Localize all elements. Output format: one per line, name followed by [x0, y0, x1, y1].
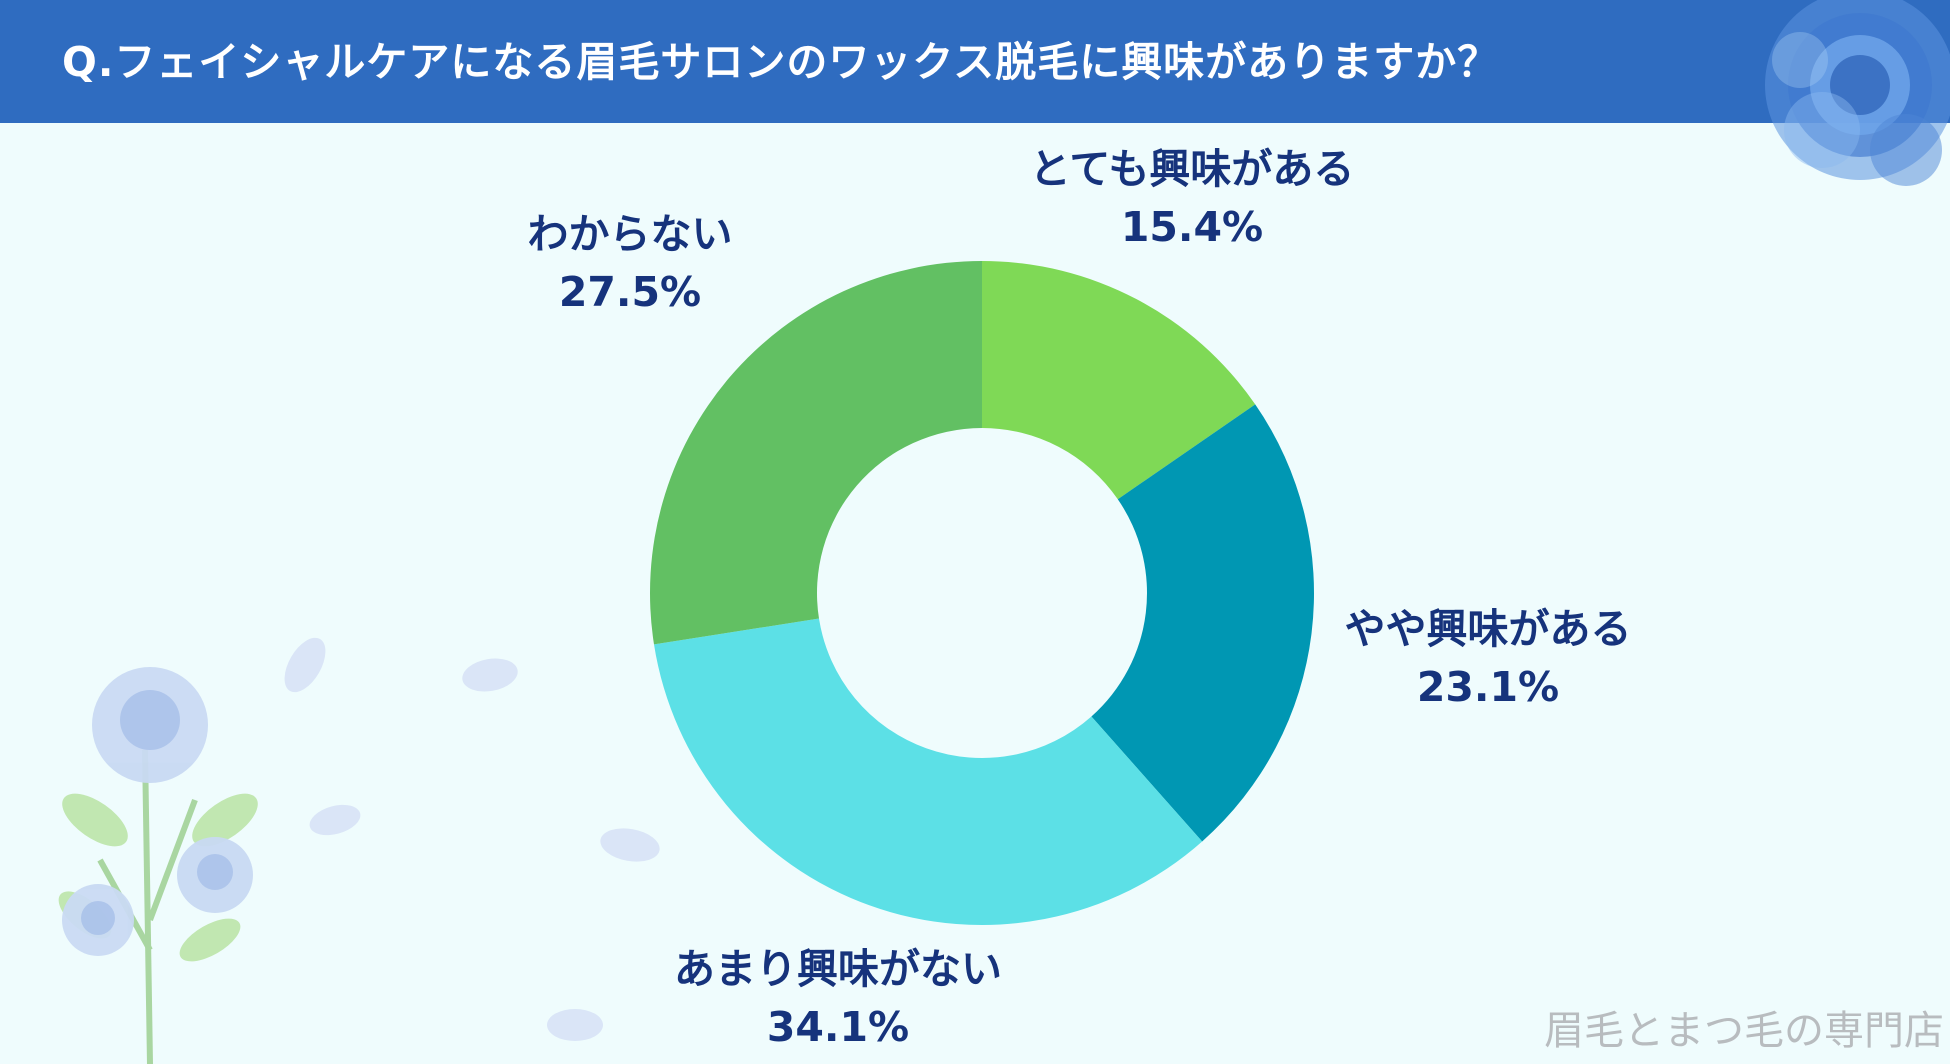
- slice-value: 27.5%: [558, 268, 702, 316]
- slice-label-2: やや興味がある 23.1%: [1345, 600, 1632, 716]
- slice-label-3: あまり興味がない 34.1%: [674, 940, 1002, 1056]
- slice-category: とても興味がある: [1029, 145, 1355, 193]
- rose-bouquet-decoration: [58, 637, 660, 1064]
- title-bar: Q.フェイシャルケアになる眉毛サロンのワックス脱毛に興味がありますか？: [0, 0, 1950, 123]
- slice-value: 34.1%: [766, 1003, 910, 1051]
- slice-label-1: とても興味がある 15.4%: [1030, 140, 1355, 256]
- slice-2: [1091, 404, 1314, 842]
- chart-title: Q.フェイシャルケアになる眉毛サロンのワックス脱毛に興味がありますか？: [62, 38, 1500, 86]
- slice-4: [650, 261, 982, 645]
- slice-label-4: わからない 27.5%: [528, 205, 733, 321]
- slice-value: 15.4%: [1120, 203, 1264, 251]
- slice-category: わからない: [527, 210, 733, 258]
- blue-rose-decoration: [1765, 0, 1950, 186]
- slice-category: あまり興味がない: [674, 945, 1002, 993]
- slice-3: [653, 618, 1203, 925]
- slice-category: やや興味がある: [1344, 605, 1632, 653]
- slice-value: 23.1%: [1416, 663, 1560, 711]
- watermark: 眉毛とまつ毛の専門店: [1544, 1008, 1944, 1054]
- slice-1: [982, 261, 1256, 500]
